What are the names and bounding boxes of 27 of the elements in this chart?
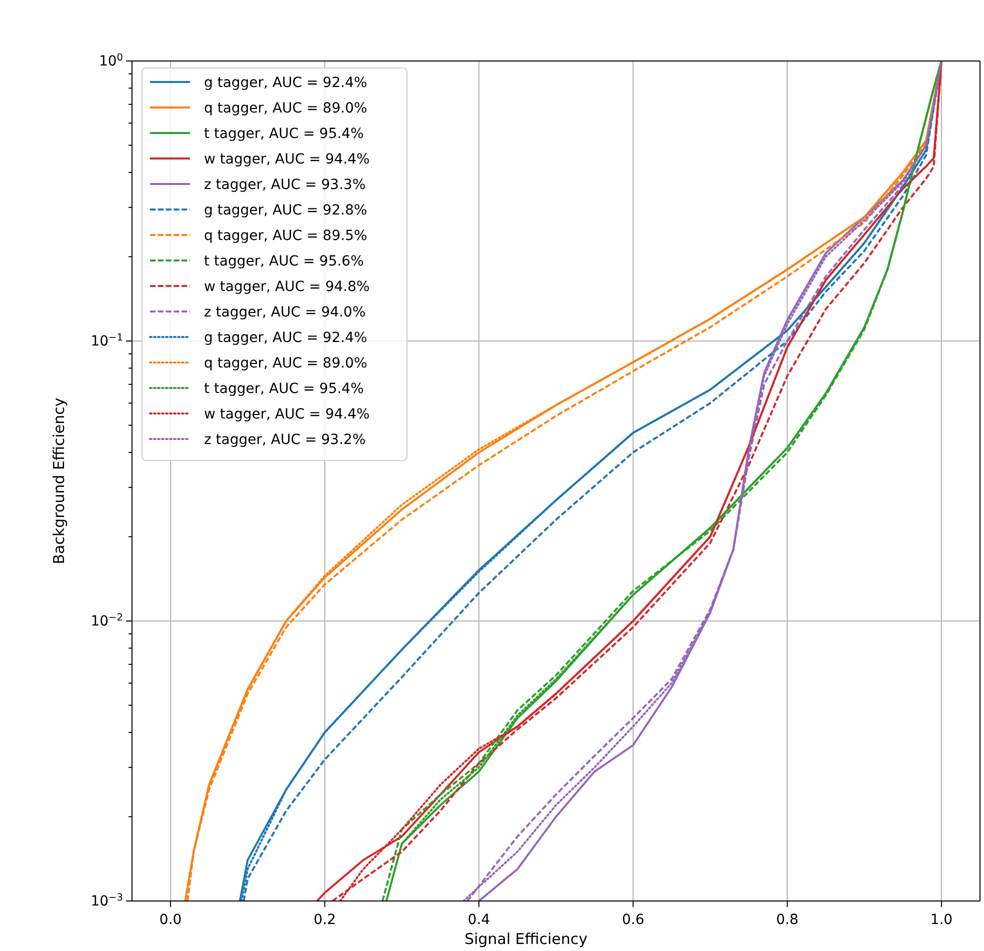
y-axis-title: Background Efficiency (50, 398, 68, 564)
legend-label: t tagger, AUC = 95.4% (204, 126, 364, 142)
y-tick-label: 10$^{−1}$ (90, 332, 123, 350)
x-tick-label: 0.8 (776, 912, 798, 928)
legend-label: q tagger, AUC = 89.0% (204, 356, 368, 372)
legend-label: z tagger, AUC = 93.3% (204, 177, 366, 193)
x-tick-label: 0.0 (159, 912, 182, 928)
legend-label: q tagger, AUC = 89.5% (204, 228, 368, 244)
x-axis-title: Signal Efficiency (464, 930, 588, 948)
legend-label: q tagger, AUC = 89.0% (204, 100, 368, 116)
x-tick-label: 0.2 (314, 912, 336, 928)
y-tick-label: 10$^{0}$ (98, 52, 123, 70)
legend-label: g tagger, AUC = 92.4% (204, 330, 368, 346)
legend-label: t tagger, AUC = 95.4% (204, 381, 364, 397)
legend-label: t tagger, AUC = 95.6% (204, 254, 364, 270)
legend-label: z tagger, AUC = 93.2% (204, 432, 366, 448)
legend-label: w tagger, AUC = 94.4% (204, 152, 370, 168)
legend-label: w tagger, AUC = 94.4% (204, 406, 370, 422)
y-tick-label: 10$^{−3}$ (90, 892, 123, 910)
x-tick-label: 0.6 (622, 912, 644, 928)
x-tick-label: 1.0 (930, 912, 953, 928)
legend-label: g tagger, AUC = 92.4% (204, 75, 368, 91)
y-tick-label: 10$^{−2}$ (90, 612, 123, 630)
legend-label: z tagger, AUC = 94.0% (204, 304, 366, 320)
legend-label: g tagger, AUC = 92.8% (204, 202, 368, 218)
x-tick-label: 0.4 (468, 912, 490, 928)
legend-label: w tagger, AUC = 94.8% (204, 279, 370, 295)
